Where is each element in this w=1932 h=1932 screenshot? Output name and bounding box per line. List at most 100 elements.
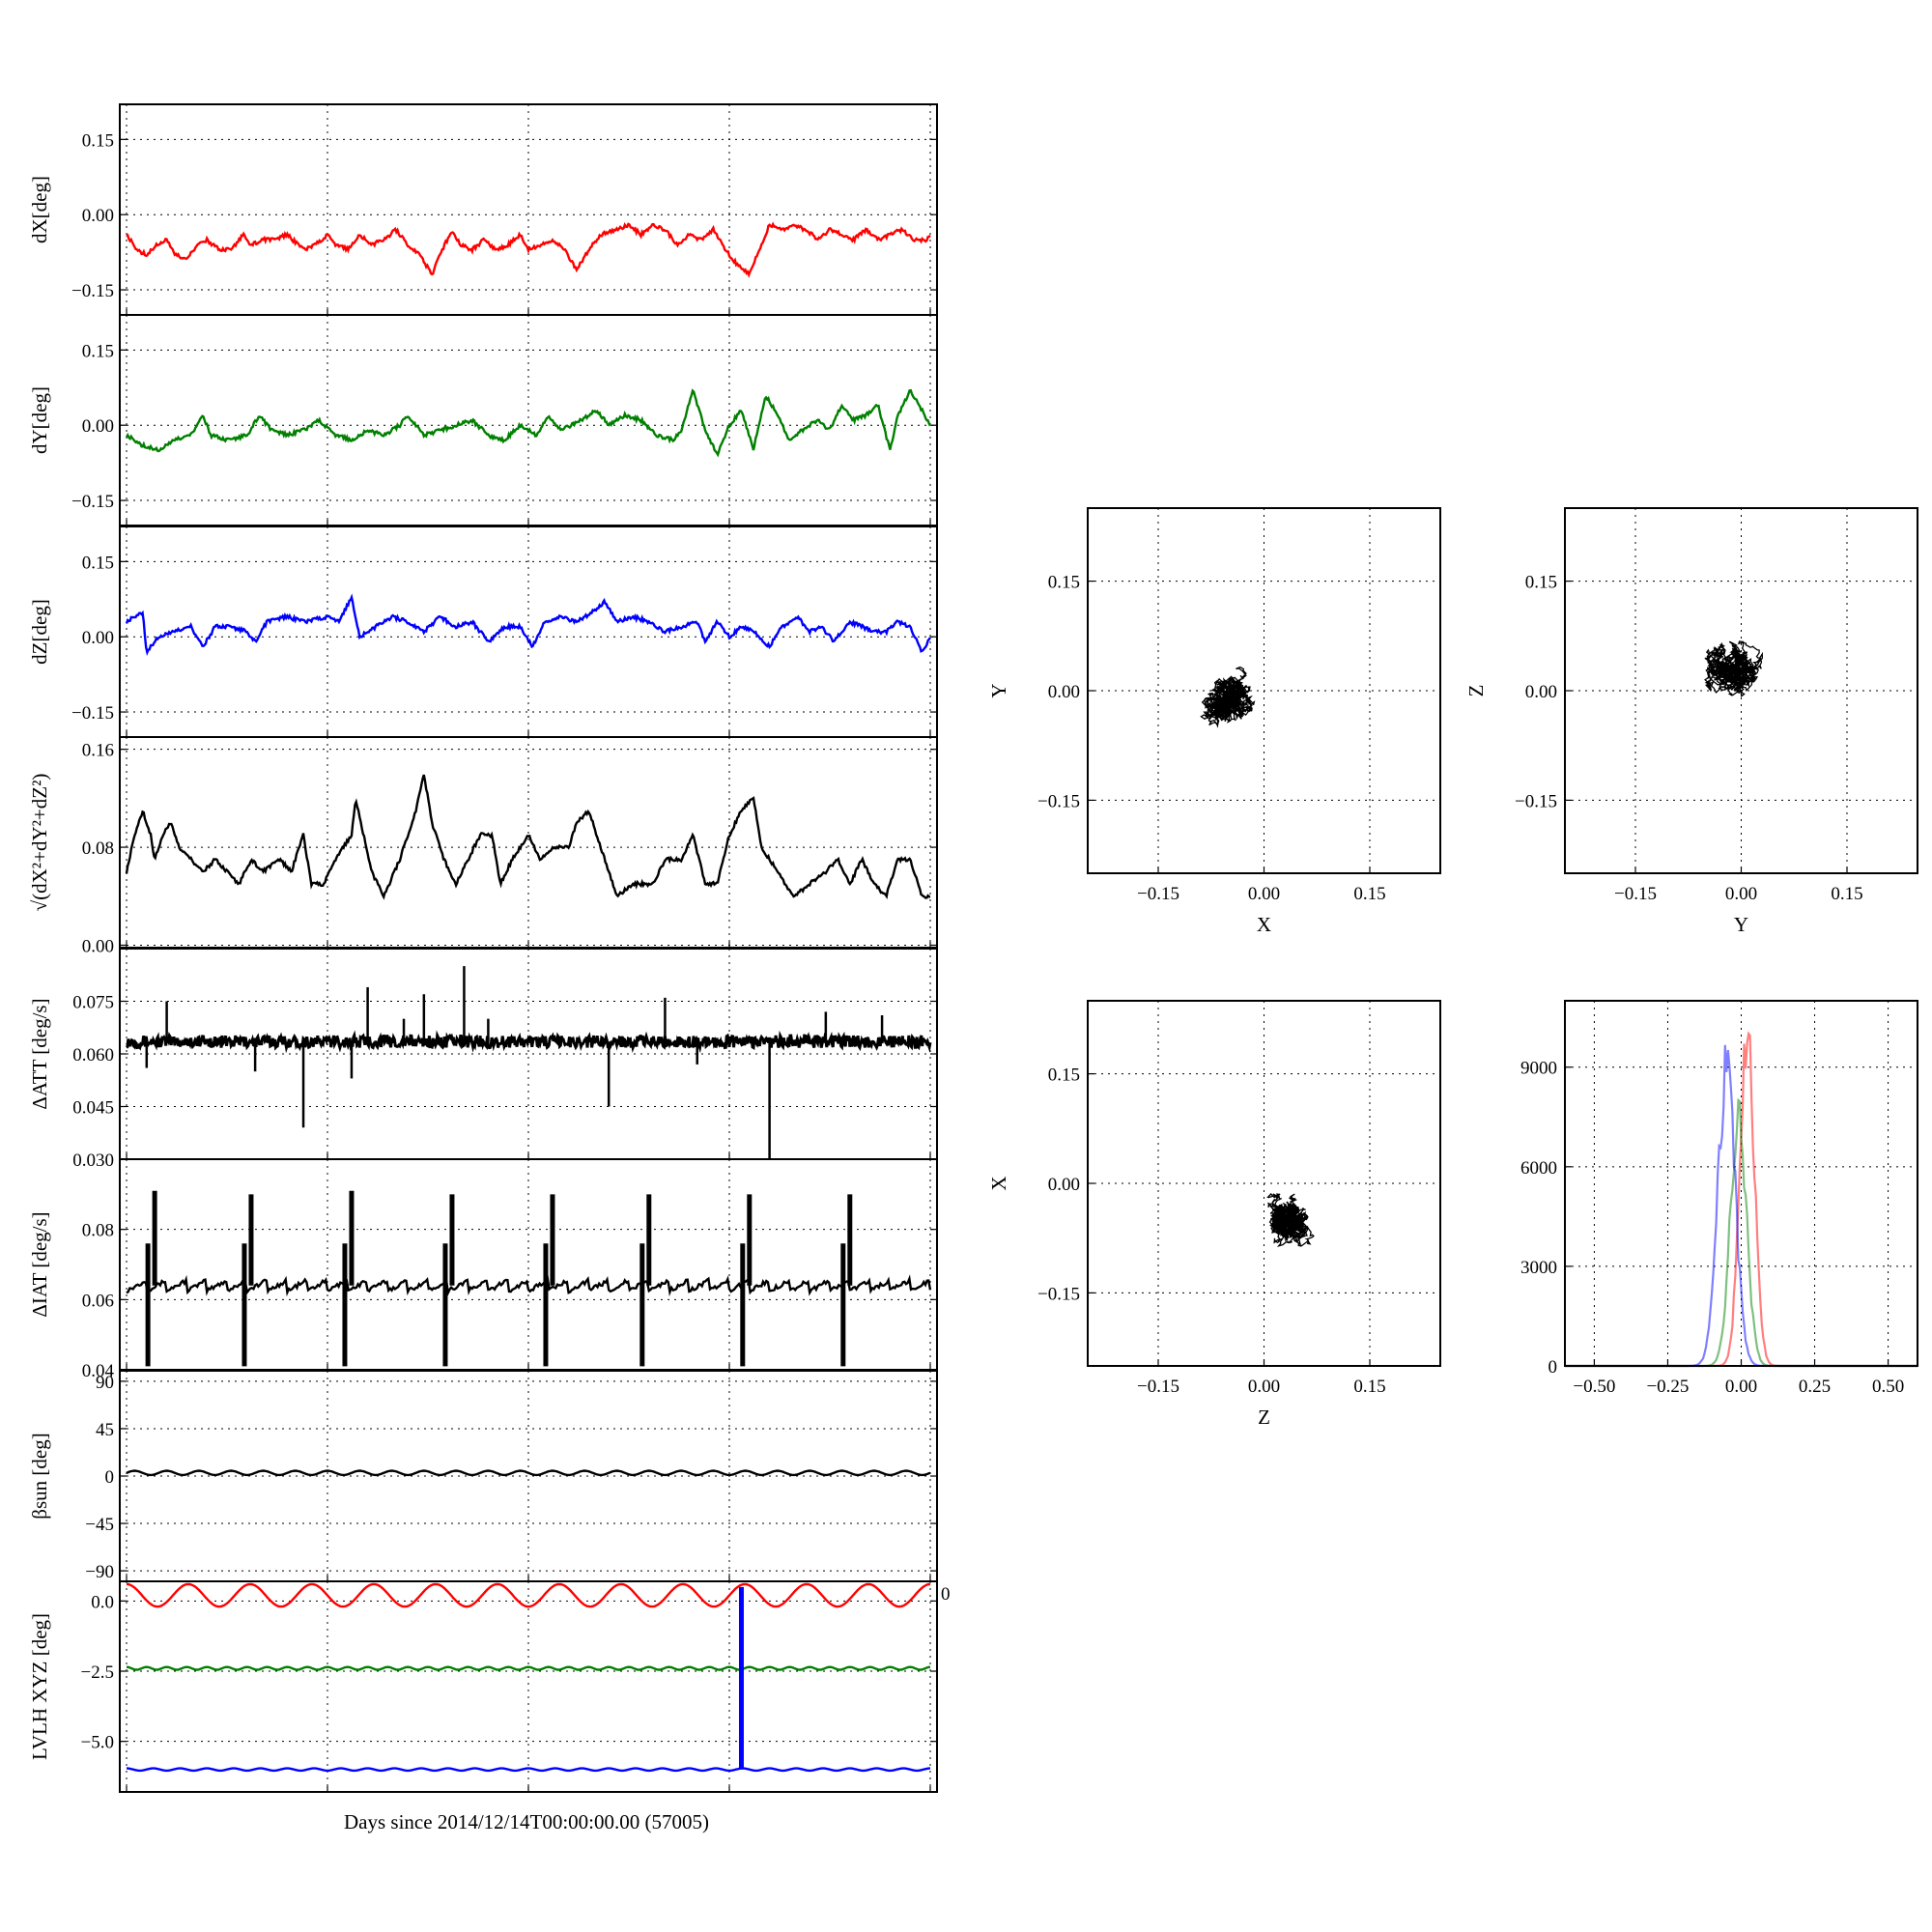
- ytick-label-beta-3: −45: [85, 1515, 114, 1535]
- xlabel-yz: Y: [1734, 913, 1748, 936]
- ytick-label-dx-2: −0.15: [71, 281, 114, 301]
- xtick-label-zx-0: −0.15: [1137, 1377, 1179, 1397]
- scatter-trace-yz: [1704, 640, 1763, 697]
- ytick-label-dy-1: 0.00: [82, 416, 114, 437]
- ytick-label-dz-2: −0.15: [71, 703, 114, 724]
- ytick-label-yz-2: 0.15: [1525, 573, 1557, 593]
- series-line-diat: [126, 1274, 932, 1297]
- ytick-label-datt-2: 0.045: [72, 1098, 114, 1119]
- stray-tick-label: 0: [941, 1584, 951, 1605]
- ylabel-dy: dY[deg]: [28, 386, 51, 454]
- panel-dr: 0.16 0.08 0.00 √(dX²+dY²+dZ²): [28, 736, 938, 956]
- xtick-label-yz-2: 0.15: [1831, 884, 1862, 904]
- ytick-label-hist-1: 6000: [1520, 1158, 1557, 1179]
- frame-yz: [1564, 507, 1918, 874]
- ylabel-yz: Z: [1464, 685, 1488, 697]
- panel-yz: −0.15 −0.15 0.00 0.00 0.15 0.15 Y Z: [1464, 507, 1918, 936]
- panel-dx: 0.15 0.00 −0.15 dX[deg]: [28, 103, 938, 316]
- series-line-datt: [126, 1030, 932, 1054]
- xtick-label-zx-1: 0.00: [1248, 1377, 1280, 1397]
- ytick-label-dr-0: 0.16: [82, 741, 114, 761]
- frame-lvlh: [119, 1580, 938, 1793]
- figure-xlabel: Days since 2014/12/14T00:00:00.00 (57005…: [344, 1810, 709, 1833]
- ytick-label-lvlh-1: −2.5: [81, 1662, 114, 1683]
- ytick-label-xy-2: 0.15: [1048, 573, 1080, 593]
- xtick-label-hist-2: 0.00: [1725, 1377, 1757, 1397]
- panel-beta: 90 45 0 −45 −90 βsun [deg]: [28, 1370, 938, 1582]
- ytick-label-lvlh-2: −5.0: [81, 1733, 114, 1753]
- scatter-trace-zx: [1266, 1193, 1315, 1248]
- ytick-label-yz-1: 0.00: [1525, 682, 1557, 702]
- panel-hist: −0.50 −0.25 0.00 0.25 0.50 9000 6000 3000 0: [1520, 1000, 1918, 1397]
- frame-dx: [119, 103, 938, 316]
- ylabel-dz: dZ[deg]: [28, 599, 51, 665]
- frame-dy: [119, 314, 938, 526]
- ylabel-xy: Y: [987, 683, 1010, 697]
- ytick-label-lvlh-0: 0.0: [91, 1592, 114, 1612]
- ytick-label-zx-1: 0.00: [1048, 1175, 1080, 1195]
- ylabel-zx: X: [987, 1176, 1010, 1190]
- series-line-dx: [126, 221, 931, 278]
- ytick-label-diat-0: 0.08: [82, 1221, 114, 1241]
- ytick-label-datt-1: 0.060: [72, 1045, 114, 1065]
- panel-diat: 0.08 0.06 0.04 ΔIAT [deg/s]: [28, 1158, 938, 1381]
- ylabel-datt: ΔATT [deg/s]: [28, 998, 51, 1109]
- ytick-label-hist-2: 3000: [1520, 1258, 1557, 1278]
- ytick-label-yz-0: −0.15: [1515, 791, 1557, 811]
- ytick-label-beta-4: −90: [85, 1562, 114, 1582]
- series-line-dr: [125, 774, 931, 900]
- ylabel-dr: √(dX²+dY²+dZ²): [28, 774, 51, 912]
- ytick-label-dz-0: 0.15: [82, 553, 114, 573]
- ytick-label-diat-1: 0.06: [82, 1291, 114, 1311]
- panel-datt: 0.075 0.060 0.045 0.030 ΔATT [deg/s]: [28, 948, 938, 1171]
- xtick-label-xy-2: 0.15: [1353, 884, 1385, 904]
- xtick-label-hist-0: −0.50: [1573, 1377, 1615, 1397]
- panel-dz: 0.15 0.00 −0.15 dZ[deg]: [28, 526, 938, 738]
- ytick-label-beta-0: 90: [96, 1373, 114, 1393]
- ytick-label-beta-2: 0: [105, 1467, 115, 1488]
- panel-zx: −0.15 −0.15 0.00 0.00 0.15 0.15 Z X: [987, 1000, 1441, 1429]
- frame-dr: [119, 736, 938, 949]
- panel-xy: −0.15 −0.15 0.00 0.00 0.15 0.15 X Y: [987, 507, 1441, 936]
- ytick-label-xy-1: 0.00: [1048, 682, 1080, 702]
- scatter-trace-xy: [1200, 666, 1256, 728]
- xtick-label-yz-1: 0.00: [1725, 884, 1757, 904]
- ylabel-diat: ΔIAT [deg/s]: [28, 1211, 51, 1317]
- ytick-label-dr-2: 0.00: [82, 936, 114, 956]
- ytick-label-hist-3: 0: [1548, 1357, 1558, 1378]
- ytick-label-beta-1: 45: [96, 1420, 114, 1440]
- ytick-label-dr-1: 0.08: [82, 838, 114, 859]
- ylabel-beta: βsun [deg]: [28, 1433, 51, 1519]
- ytick-label-zx-0: −0.15: [1037, 1284, 1080, 1304]
- ylabel-dx: dX[deg]: [28, 176, 51, 243]
- xtick-label-hist-3: 0.25: [1799, 1377, 1831, 1397]
- series-line-lvlh-0: [126, 1582, 931, 1608]
- ytick-label-dy-0: 0.15: [82, 341, 114, 361]
- series-line-lvlh-1: [126, 1665, 931, 1671]
- series-line-dy: [125, 388, 932, 458]
- xtick-label-zx-2: 0.15: [1353, 1377, 1385, 1397]
- ytick-label-datt-3: 0.030: [72, 1151, 114, 1171]
- ylabel-lvlh: LVLH XYZ [deg]: [28, 1613, 51, 1760]
- frame-xy: [1087, 507, 1441, 874]
- series-line-lvlh-2: [127, 1767, 930, 1773]
- xlabel-xy: X: [1257, 913, 1271, 936]
- ytick-label-hist-0: 9000: [1520, 1059, 1557, 1079]
- panel-dy: 0.15 0.00 −0.15 dY[deg]: [28, 314, 938, 526]
- xtick-label-xy-0: −0.15: [1137, 884, 1179, 904]
- series-line-beta: [126, 1469, 931, 1477]
- ytick-label-dx-0: 0.15: [82, 130, 114, 151]
- ytick-label-zx-2: 0.15: [1048, 1065, 1080, 1086]
- frame-zx: [1087, 1000, 1441, 1367]
- ytick-label-dz-1: 0.00: [82, 628, 114, 648]
- ytick-label-diat-2: 0.04: [82, 1361, 115, 1381]
- xtick-label-hist-4: 0.50: [1872, 1377, 1904, 1397]
- ytick-label-dx-1: 0.00: [82, 206, 114, 226]
- xtick-label-hist-1: −0.25: [1646, 1377, 1689, 1397]
- ytick-label-datt-0: 0.075: [72, 993, 114, 1013]
- ytick-label-xy-0: −0.15: [1037, 791, 1080, 811]
- series-line-dz: [125, 593, 932, 657]
- frame-hist: [1564, 1000, 1918, 1367]
- ytick-label-dy-2: −0.15: [71, 492, 114, 512]
